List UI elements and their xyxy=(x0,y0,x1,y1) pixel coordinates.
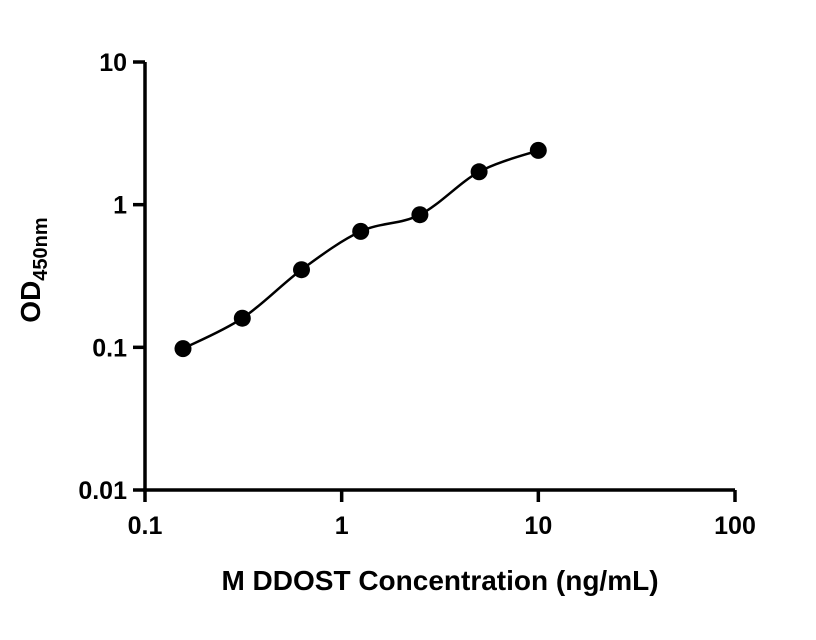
data-point xyxy=(529,141,547,159)
y-axis-title-main: OD xyxy=(15,281,46,323)
x-axis-title: M DDOST Concentration (ng/mL) xyxy=(221,565,658,596)
y-tick-label: 10 xyxy=(99,49,127,77)
data-point xyxy=(352,222,370,240)
data-point xyxy=(293,261,310,279)
data-point xyxy=(470,163,488,181)
data-point xyxy=(411,206,429,224)
y-axis-title: OD450nm xyxy=(15,217,52,322)
y-tick-label: 1 xyxy=(113,192,127,220)
x-tick-label: 0.1 xyxy=(128,512,163,540)
data-point xyxy=(174,340,192,358)
x-tick-label: 100 xyxy=(714,512,756,540)
y-tick-label: 0.01 xyxy=(78,477,127,505)
y-axis-title-subscript: 450nm xyxy=(30,217,52,280)
x-tick-label: 10 xyxy=(524,512,552,540)
y-tick-label: 0.1 xyxy=(92,334,127,362)
data-point xyxy=(233,309,251,327)
x-tick-label: 1 xyxy=(335,512,349,540)
